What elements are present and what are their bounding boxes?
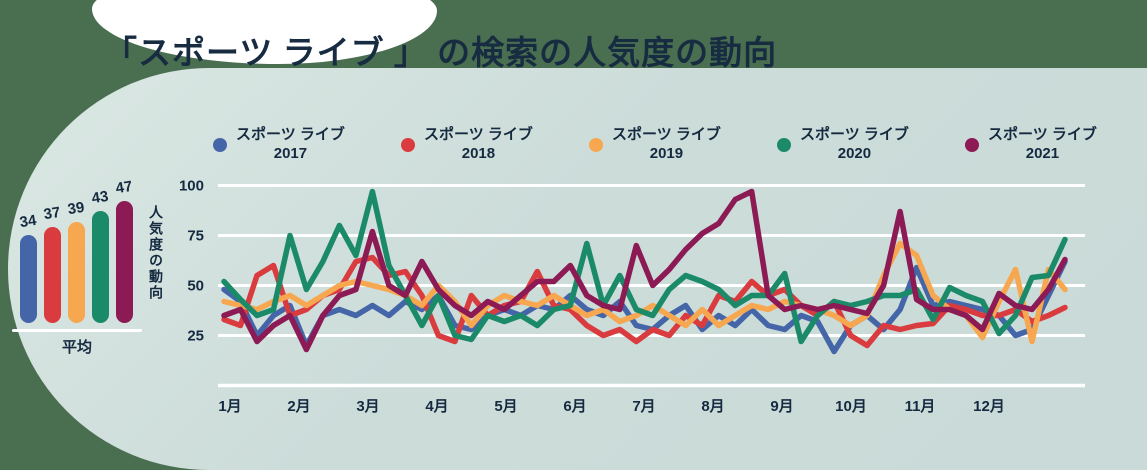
x-tick-month-4: 4月 [425,398,449,415]
x-tick-month-7: 7月 [632,398,656,415]
average-value-2021: 47 [114,177,134,197]
series-line-2017 [221,258,1068,355]
legend-item-2019: スポーツ ライブ 2019 [589,126,721,164]
legend-label-2020: スポーツ ライブ 2020 [800,126,909,162]
x-tick-month-1: 1月 [218,398,242,415]
chart-legend: スポーツ ライブ 2017 スポーツ ライブ 2018 スポーツ ライブ 2019 スポーツ… [0,126,1147,174]
x-tick-month-6: 6月 [563,398,587,415]
x-tick-month-3: 3月 [356,398,380,415]
average-value-2018: 37 [42,203,62,223]
y-tick-75: 75 [187,227,204,244]
x-tick-month-2: 2月 [287,398,311,415]
y-tick-100: 100 [178,177,204,194]
legend-dot-2018 [401,138,415,152]
legend-label-2017: スポーツ ライブ 2017 [236,126,345,162]
average-bar-2020 [92,211,109,323]
page-title: 「スポーツ ライブ 」 の検索の人気度の動向 [104,36,778,73]
y-axis-label: 人気度の動向 [148,205,164,301]
x-tick-month-8: 8月 [701,398,725,415]
average-chart-baseline [12,329,142,332]
legend-label-2018: スポーツ ライブ 2018 [424,126,533,162]
legend-item-2017: スポーツ ライブ 2017 [213,126,345,164]
average-bar-2018 [44,226,61,323]
legend-label-2021: スポーツ ライブ 2021 [988,126,1097,162]
x-tick-month-9: 9月 [770,398,794,415]
x-tick-month-11: 11月 [904,398,936,415]
legend-item-2020: スポーツ ライブ 2020 [777,126,909,164]
legend-dot-2021 [965,138,979,152]
average-value-2019: 39 [66,198,86,218]
y-tick-25: 25 [187,327,204,344]
average-bar-2021 [116,200,133,323]
legend-dot-2017 [213,138,227,152]
legend-dot-2019 [589,138,603,152]
series-line-2021 [221,188,1068,353]
y-tick-50: 50 [187,277,204,294]
legend-label-2019: スポーツ ライブ 2019 [612,126,721,162]
x-tick-month-12: 12月 [973,398,1005,415]
average-bar-2017 [20,234,37,323]
average-value-2017: 34 [18,211,38,231]
legend-item-2018: スポーツ ライブ 2018 [401,126,533,164]
legend-item-2021: スポーツ ライブ 2021 [965,126,1097,164]
x-tick-month-10: 10月 [835,398,867,415]
average-chart-label: 平均 [61,339,92,356]
average-bar-2019 [68,221,85,323]
x-tick-month-5: 5月 [494,398,518,415]
legend-dot-2020 [777,138,791,152]
